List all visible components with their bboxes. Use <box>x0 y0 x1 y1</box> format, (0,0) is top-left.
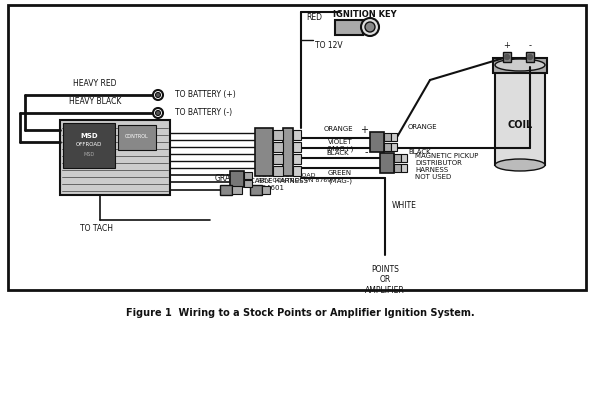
Bar <box>273 130 283 140</box>
Bar <box>220 185 232 195</box>
Text: +: + <box>503 41 511 50</box>
Bar <box>503 52 511 62</box>
Bar <box>60 120 170 195</box>
Bar <box>293 166 301 176</box>
Text: TO TACH: TO TACH <box>80 224 113 233</box>
Text: HEAVY RED: HEAVY RED <box>73 79 117 88</box>
Text: ORANGE: ORANGE <box>323 126 353 132</box>
Text: HEAVY BLACK: HEAVY BLACK <box>69 97 121 106</box>
Text: Figure 1  Wiring to a Stock Points or Amplifier Ignition System.: Figure 1 Wiring to a Stock Points or Amp… <box>125 308 475 318</box>
Circle shape <box>155 92 161 98</box>
Bar <box>293 154 301 164</box>
Bar <box>370 132 384 152</box>
Bar <box>273 166 283 176</box>
Text: GRAY: GRAY <box>215 174 235 183</box>
Bar <box>63 123 115 168</box>
Bar <box>335 20 363 35</box>
Bar <box>401 154 407 162</box>
Bar <box>401 164 407 172</box>
Bar <box>380 153 394 173</box>
Text: TO BATTERY (-): TO BATTERY (-) <box>175 108 232 118</box>
Bar <box>391 133 397 141</box>
Text: TO BATTERY (+): TO BATTERY (+) <box>175 90 236 100</box>
Text: MSD: MSD <box>80 133 98 139</box>
Bar <box>230 171 244 187</box>
Text: RED: RED <box>306 12 322 22</box>
Text: OFFROAD: OFFROAD <box>76 142 102 148</box>
Bar <box>293 142 301 152</box>
Text: COIL: COIL <box>508 120 533 130</box>
Bar <box>273 154 283 164</box>
Text: TO MSD OFFROAD
REV CONTROL PN 8769: TO MSD OFFROAD REV CONTROL PN 8769 <box>258 173 331 183</box>
Circle shape <box>365 22 375 32</box>
Bar <box>232 186 242 194</box>
Bar <box>118 125 156 150</box>
Bar <box>244 172 252 179</box>
Bar <box>255 128 273 176</box>
Circle shape <box>505 54 509 60</box>
Text: -: - <box>365 147 368 157</box>
Text: MAGNETIC PICKUP
DISTRIBUTOR
HARNESS
NOT USED: MAGNETIC PICKUP DISTRIBUTOR HARNESS NOT … <box>415 153 478 180</box>
Bar <box>394 154 401 162</box>
Text: TO 12V: TO 12V <box>315 40 343 50</box>
Text: IGNITION KEY: IGNITION KEY <box>333 10 397 19</box>
Bar <box>384 133 391 141</box>
Text: ORANGE: ORANGE <box>408 124 437 130</box>
Ellipse shape <box>495 159 545 171</box>
Bar <box>273 142 283 152</box>
Text: +: + <box>360 125 368 135</box>
Bar <box>8 5 586 290</box>
Circle shape <box>153 90 163 100</box>
Circle shape <box>361 18 379 36</box>
Text: MSD: MSD <box>83 152 95 156</box>
Bar <box>293 130 301 140</box>
Bar <box>283 128 293 176</box>
Circle shape <box>527 54 533 60</box>
Bar <box>384 143 391 151</box>
Bar <box>394 164 401 172</box>
Bar <box>244 180 252 187</box>
Text: CABLE HARNESS
PN 64601: CABLE HARNESS PN 64601 <box>250 178 308 191</box>
Text: POINTS
OR
AMPLIFIER: POINTS OR AMPLIFIER <box>365 265 405 295</box>
Text: BLACK: BLACK <box>408 149 431 155</box>
Text: VIOLET
(MAG+): VIOLET (MAG+) <box>326 138 353 152</box>
Text: -: - <box>529 41 532 50</box>
Text: WHITE: WHITE <box>392 200 417 210</box>
Bar <box>495 65 545 165</box>
Bar <box>250 185 262 195</box>
Bar <box>526 52 534 62</box>
Bar <box>493 58 547 73</box>
Text: CONTROL: CONTROL <box>125 134 149 140</box>
Bar <box>391 143 397 151</box>
Ellipse shape <box>495 59 545 71</box>
Circle shape <box>155 110 161 116</box>
Bar <box>262 186 270 194</box>
Text: BLACK: BLACK <box>326 150 349 156</box>
Circle shape <box>153 108 163 118</box>
Text: GREEN
(MAG-): GREEN (MAG-) <box>328 170 352 184</box>
